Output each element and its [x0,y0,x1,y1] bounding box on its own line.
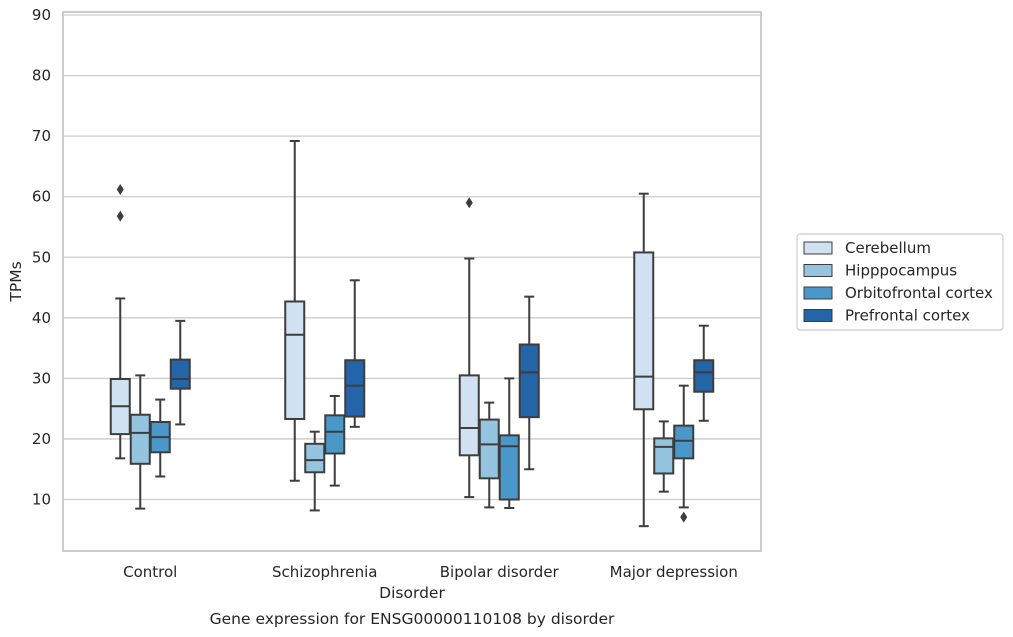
box-iqr [344,359,366,418]
x-tick-label: Control [123,563,177,581]
box-prefrontal-cortex [344,279,366,428]
legend-label: Hipppocampus [845,262,957,280]
y-tick-label: 80 [32,67,51,85]
chart-caption: Gene expression for ENSG00000110108 by d… [210,610,615,628]
plot-frame [62,11,762,552]
box-orbitofrontal-cortex [324,394,346,487]
box-iqr [304,442,326,474]
box-iqr [653,437,675,475]
legend-label: Orbitofrontal cortex [845,284,993,302]
box-hipppocampus [478,401,500,509]
legend-swatch [803,286,833,300]
y-tick-label: 40 [32,309,51,327]
outlier-point [680,511,688,523]
box-iqr [129,413,151,465]
box-iqr [633,251,655,411]
box-hipppocampus [129,374,151,510]
y-tick-label: 30 [32,369,51,387]
box-iqr [324,414,346,455]
y-tick-label: 50 [32,248,51,266]
y-tick-label: 90 [32,6,51,24]
box-prefrontal-cortex [518,295,540,471]
legend-frame [796,233,1004,331]
box-iqr [478,418,500,480]
box-cerebellum [633,192,655,528]
x-tick-label: Bipolar disorder [440,563,560,581]
box-cerebellum [109,183,131,460]
outlier-point [465,197,473,209]
x-tick-label: Schizophrenia [272,563,377,581]
box-iqr [518,343,540,419]
box-orbitofrontal-cortex [498,377,520,510]
legend-swatch [803,241,833,255]
legend: Cerebellum Hipppocampus Orbitofrontal cort… [796,233,1004,331]
legend-swatch [803,264,833,277]
box-prefrontal-cortex [169,319,191,426]
box-orbitofrontal-cortex [673,384,695,523]
y-tick-label: 20 [32,430,51,448]
box-hipppocampus [304,430,326,512]
box-iqr [673,424,695,460]
outlier-point [116,210,124,222]
box-iqr [458,374,480,457]
legend-swatch [803,309,833,322]
x-tick-label: Major depression [610,563,738,581]
legend-label: Prefrontal cortex [845,307,970,325]
box-hipppocampus [653,420,675,493]
box-iqr [284,300,306,420]
box-orbitofrontal-cortex [149,398,171,478]
outlier-point [116,183,124,195]
box-cerebellum [284,139,306,482]
y-tick-label: 70 [32,127,51,145]
box-iqr [169,358,191,390]
plot-area [109,139,715,528]
y-axis-title: TPMs [7,261,25,302]
box-iqr [498,434,520,501]
y-tick-label: 10 [32,491,51,509]
box-iqr [693,359,715,393]
box-prefrontal-cortex [693,324,715,422]
y-tick-label: 60 [32,188,51,206]
x-axis-title: Disorder [379,584,445,602]
legend-label: Cerebellum [845,239,931,257]
x-axis: Control Schizophrenia Bipolar disorder Majo… [123,563,738,581]
y-axis: 10 20 30 40 50 60 70 80 90 [32,6,51,508]
box-cerebellum [458,197,480,499]
